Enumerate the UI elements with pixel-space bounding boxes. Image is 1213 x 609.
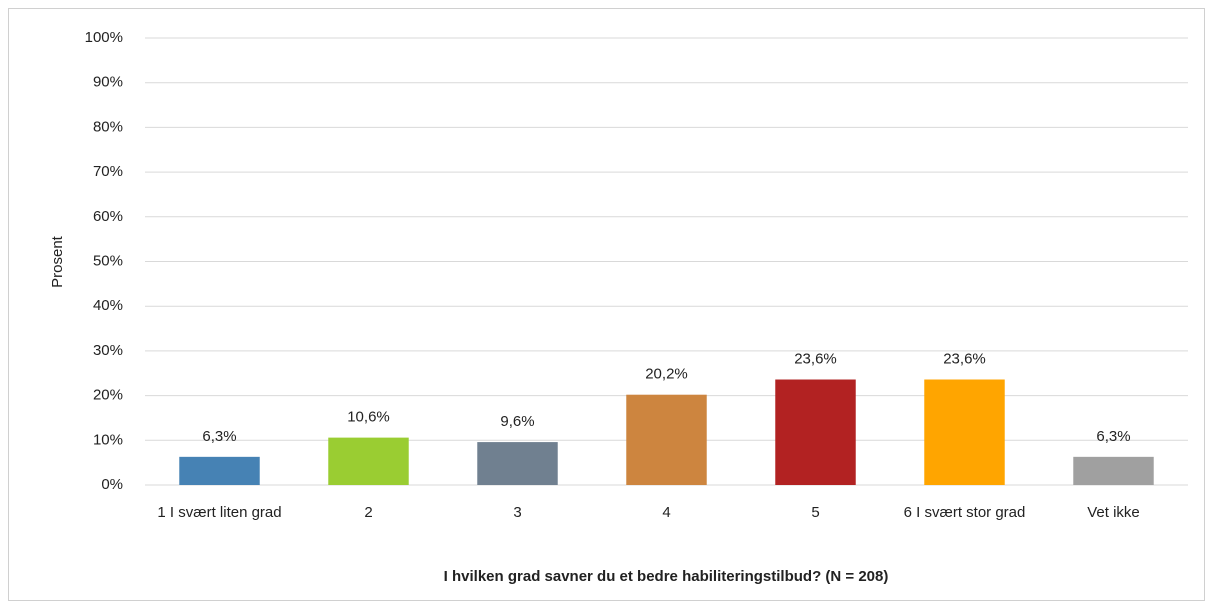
x-tick-label: 2 (364, 504, 373, 521)
bar (328, 437, 409, 485)
data-label: 6,3% (202, 428, 236, 445)
bar (477, 442, 558, 485)
bar (179, 456, 260, 485)
y-tick-label: 100% (85, 29, 123, 46)
y-tick-label: 40% (93, 297, 123, 314)
data-label: 23,6% (943, 350, 986, 367)
data-label: 20,2% (645, 366, 688, 383)
bar (1073, 456, 1154, 485)
y-tick-label: 80% (93, 118, 123, 135)
y-tick-label: 0% (101, 476, 123, 493)
data-label: 9,6% (500, 413, 534, 430)
data-label: 23,6% (794, 350, 837, 367)
data-label: 10,6% (347, 409, 390, 426)
x-tick-label: 5 (811, 504, 820, 521)
x-tick-label: 1 I svært liten grad (157, 504, 282, 521)
y-tick-label: 90% (93, 74, 123, 91)
y-axis-label: Prosent (49, 235, 66, 288)
y-tick-label: 60% (93, 208, 123, 225)
x-tick-label: 4 (662, 504, 671, 521)
chart-border (8, 8, 1205, 601)
y-tick-label: 30% (93, 342, 123, 359)
bar (626, 394, 707, 485)
x-tick-label: 6 I svært stor grad (903, 504, 1026, 521)
bar (775, 379, 856, 485)
x-axis-label: I hvilken grad savner du et bedre habili… (444, 568, 889, 585)
y-tick-label: 50% (93, 252, 123, 269)
y-tick-label: 10% (93, 431, 123, 448)
data-label: 6,3% (1096, 428, 1130, 445)
bar (924, 379, 1005, 485)
x-tick-label: Vet ikke (1087, 504, 1140, 521)
x-tick-label: 3 (513, 504, 522, 521)
y-tick-label: 20% (93, 387, 123, 404)
y-tick-label: 70% (93, 163, 123, 180)
